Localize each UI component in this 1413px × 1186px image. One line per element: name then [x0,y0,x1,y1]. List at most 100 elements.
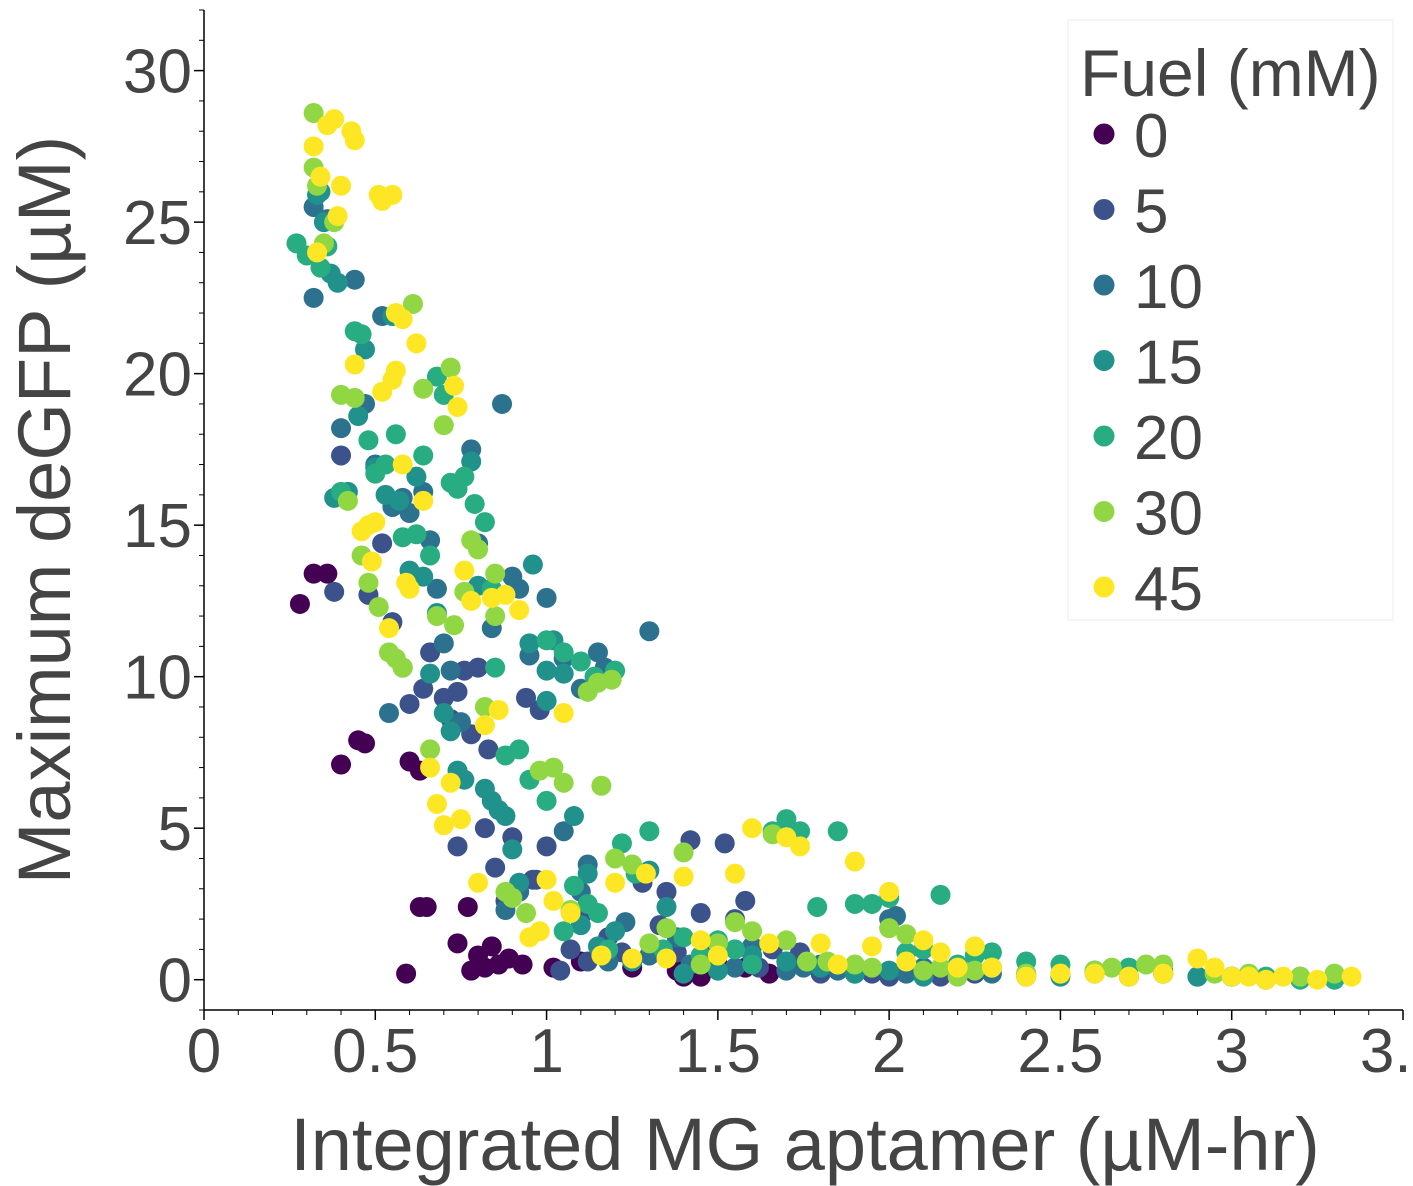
data-point [433,415,454,436]
data-point [324,109,345,130]
data-point [433,633,454,654]
data-point [536,660,557,681]
series-0 [289,563,780,987]
data-point [742,921,763,942]
data-point [502,887,523,908]
data-point [310,257,331,278]
data-point [344,269,365,290]
data-point [550,960,571,981]
data-point [1273,966,1294,987]
data-point [827,821,848,842]
data-point [553,642,574,663]
data-point [553,663,574,684]
data-point [358,572,379,593]
data-point [529,921,550,942]
legend-label: 5 [1134,178,1168,247]
data-point [690,954,711,975]
data-point [611,833,632,854]
legend-item-45: 45 [1093,555,1203,624]
data-point [656,918,677,939]
data-point [522,554,543,575]
data-point [509,600,530,620]
data-point [406,333,427,354]
data-point [457,896,478,917]
data-point [536,836,557,857]
data-point [807,896,828,917]
legend-label: 45 [1134,555,1203,624]
data-point [485,657,506,678]
data-point [433,703,454,724]
data-point [516,903,537,924]
data-point [444,615,465,636]
data-point [577,863,598,884]
data-point [964,960,985,981]
data-point [361,551,382,572]
data-point [790,836,811,857]
legend-label: 30 [1134,480,1203,549]
legend-label: 0 [1134,102,1168,171]
data-point [450,809,471,830]
data-point [478,739,499,760]
data-point [605,921,626,942]
data-point [416,896,437,917]
data-point [1187,966,1208,987]
legend-box [1067,19,1394,621]
data-point [844,851,865,872]
data-point [964,936,985,957]
data-point [656,881,677,902]
data-point [742,818,763,839]
data-point [553,921,574,942]
data-point [563,875,584,896]
data-point [327,272,348,293]
data-point [331,445,352,466]
data-point [1084,963,1105,984]
data-point [440,357,461,378]
legend-item-20: 20 [1093,404,1203,473]
data-points [286,103,1362,990]
data-point [485,563,506,584]
data-point [433,815,454,836]
axes-layer [203,10,1403,1011]
legend-label: 15 [1134,329,1203,398]
data-point [1204,957,1225,978]
data-point [454,560,475,581]
legend-label: 10 [1134,253,1203,322]
data-point [509,739,530,760]
data-point [413,378,434,399]
data-point [392,657,413,678]
legend-marker [1093,501,1115,522]
data-point [402,293,423,314]
y-tick-label: 5 [158,795,192,864]
x-tick-label: 3 [1214,1017,1248,1086]
data-point [468,539,489,560]
data-point [519,633,540,654]
data-point [896,924,917,945]
x-tick-label: 2 [872,1017,906,1086]
data-point [461,590,482,611]
legend-item-15: 15 [1093,329,1203,398]
data-point [844,893,865,914]
data-point [488,700,509,720]
x-tick-label: 2.5 [1017,1017,1103,1086]
data-point [553,703,574,724]
data-point [413,566,434,587]
data-point [399,693,420,714]
data-point [591,775,612,796]
data-point [454,466,475,487]
data-point [447,396,468,417]
data-point [485,857,506,878]
legend-marker [1093,576,1115,598]
data-point [310,166,331,187]
data-point [420,663,441,684]
data-point [440,660,461,681]
legend-item-5: 5 [1093,178,1168,247]
data-point [1153,963,1174,984]
x-tick-label: 0 [187,1017,221,1086]
data-point [724,957,745,978]
data-point [1016,966,1037,987]
data-point [365,512,386,533]
data-point [1324,963,1345,984]
data-point [656,948,677,969]
